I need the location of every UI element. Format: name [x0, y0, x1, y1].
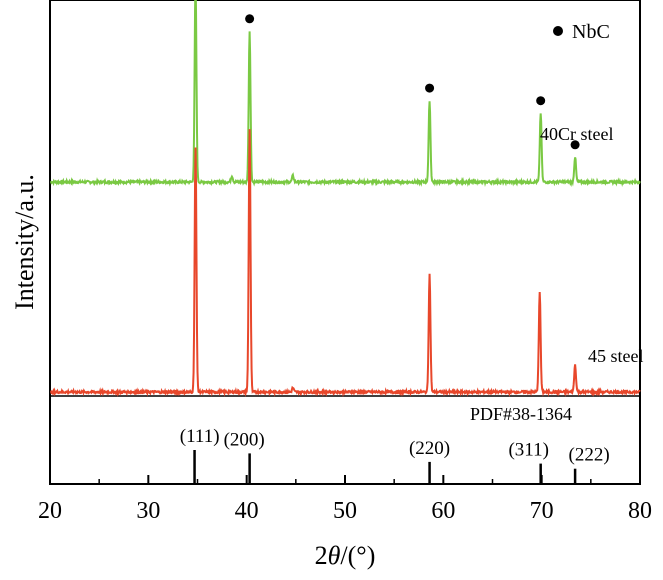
legend-label-nbc: NbC: [572, 21, 610, 43]
legend-marker-nbc-icon: [553, 26, 563, 36]
reference-label-1: (200): [224, 429, 265, 450]
reference-lines: (111) (200) (220) (311) (222): [180, 426, 610, 484]
nbc-markers: [245, 14, 580, 150]
series-layer: [50, 0, 641, 398]
x-tick-label-0: 20: [38, 498, 62, 524]
x-tick-label-4: 60: [431, 498, 455, 524]
series-label-45-steel: 45 steel: [588, 346, 644, 366]
series-label-40cr-steel: 40Cr steel: [540, 124, 614, 144]
reference-label-0: (111): [180, 426, 220, 447]
series-line-0: [50, 0, 641, 188]
nbc-marker-icon-1: [245, 14, 255, 24]
x-tick-label-2: 40: [235, 498, 259, 524]
x-axis: 20 30 40 50 60 70 80: [38, 475, 652, 524]
x-axis-label: 2θ/(°): [315, 541, 376, 570]
x-tick-label-6: 80: [628, 498, 652, 524]
x-tick-label-5: 70: [530, 498, 554, 524]
reference-label-2: (220): [409, 438, 450, 459]
reference-label-4: (222): [569, 445, 610, 466]
nbc-marker-icon-3: [536, 96, 546, 106]
nbc-marker-icon-2: [425, 83, 435, 93]
y-axis-label: Intensity/a.u.: [10, 174, 39, 310]
reference-label: PDF#38-1364: [470, 404, 572, 424]
x-tick-label-1: 30: [136, 498, 160, 524]
x-tick-label-3: 50: [333, 498, 357, 524]
series-line-1: [50, 129, 641, 398]
reference-label-3: (311): [508, 440, 548, 461]
nbc-marker-icon-4: [570, 140, 580, 150]
